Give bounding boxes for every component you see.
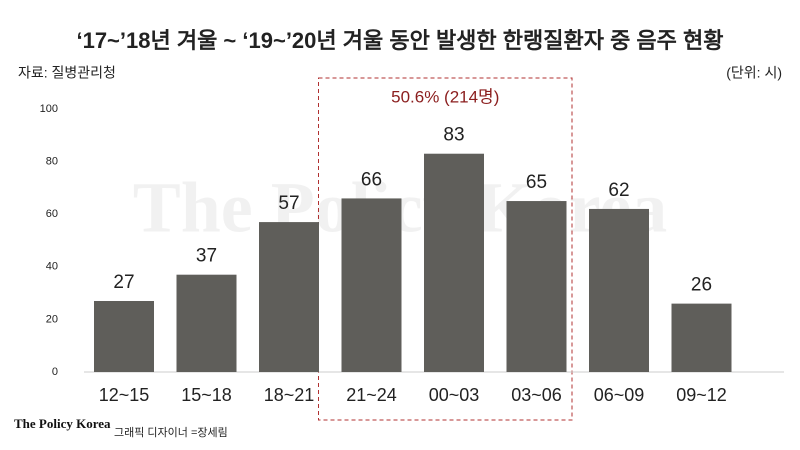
y-tick-label: 40	[46, 261, 58, 273]
bar	[506, 201, 567, 372]
value-label: 37	[196, 246, 217, 267]
x-tick-label: 18~21	[264, 385, 315, 405]
x-tick-label: 00~03	[429, 385, 480, 405]
unit: (단위: 시)	[726, 65, 782, 81]
value-label: 27	[113, 272, 134, 293]
x-tick-label: 03~06	[511, 385, 562, 405]
bar	[341, 198, 402, 372]
chart-title: ‘17~’18년 겨울 ~ ‘19~’20년 겨울 동안 발생한 한랭질환자 중…	[76, 28, 723, 53]
value-label: 57	[278, 193, 299, 214]
value-label: 83	[443, 125, 464, 146]
y-tick-label: 80	[46, 156, 58, 168]
bar	[176, 274, 237, 372]
bar	[259, 222, 319, 372]
value-label: 66	[361, 169, 382, 190]
x-tick-label: 06~09	[594, 385, 645, 405]
annotation: 50.6% (214명)	[391, 87, 499, 106]
bar	[671, 303, 732, 372]
bar	[589, 208, 649, 372]
x-tick-label: 09~12	[676, 385, 727, 405]
source: 자료: 질병관리청	[18, 65, 116, 81]
brand: The Policy Korea	[14, 416, 111, 431]
x-tick-label: 12~15	[99, 385, 150, 405]
value-label: 26	[691, 275, 712, 296]
value-label: 62	[608, 180, 629, 201]
value-label: 65	[526, 172, 547, 193]
y-tick-label: 60	[46, 208, 58, 220]
y-tick-label: 20	[46, 313, 58, 325]
x-tick-label: 15~18	[181, 385, 232, 405]
bar	[424, 153, 484, 372]
highlight-box	[318, 77, 573, 421]
y-tick-label: 0	[52, 366, 58, 378]
bar	[94, 300, 154, 372]
credit: 그래픽 디자이너 =장세림	[114, 426, 228, 439]
y-tick-label: 100	[40, 103, 58, 115]
x-tick-label: 21~24	[346, 385, 397, 405]
